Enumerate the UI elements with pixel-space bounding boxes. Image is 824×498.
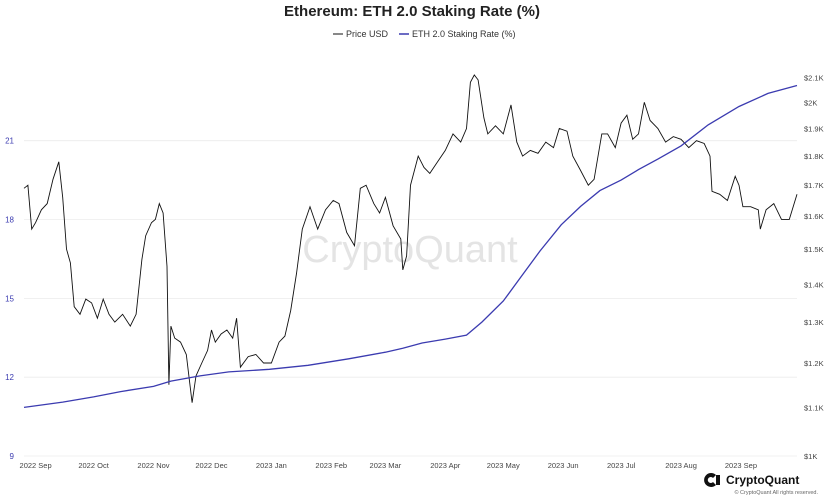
left-tick-label: 12 xyxy=(5,373,14,382)
x-tick-label: 2023 May xyxy=(487,461,520,470)
right-tick-label: $1.4K xyxy=(804,280,824,289)
x-tick-label: 2023 Jun xyxy=(548,461,579,470)
right-tick-label: $1.8K xyxy=(804,152,824,161)
x-tick-label: 2023 Mar xyxy=(370,461,402,470)
x-tick-label: 2022 Sep xyxy=(20,461,52,470)
right-axis-ticks: $1K $1.1K $1.2K $1.3K $1.4K $1.5K $1.6K $1.7K $1… xyxy=(804,73,824,461)
x-tick-label: 2022 Oct xyxy=(78,461,109,470)
x-tick-label: 2023 Feb xyxy=(315,461,347,470)
left-axis-ticks: 9 12 15 18 21 xyxy=(5,137,14,461)
right-tick-label: $2.1K xyxy=(804,73,824,82)
legend-label-price: Price USD xyxy=(346,29,389,39)
chart-title: Ethereum: ETH 2.0 Staking Rate (%) xyxy=(284,3,540,20)
right-tick-label: $1.2K xyxy=(804,359,824,368)
right-tick-label: $1.6K xyxy=(804,212,824,221)
left-tick-label: 9 xyxy=(10,452,15,461)
x-tick-label: 2022 Nov xyxy=(137,461,169,470)
right-tick-label: $1.3K xyxy=(804,318,824,327)
cryptoquant-logo-icon xyxy=(704,473,720,488)
legend: Price USD ETH 2.0 Staking Rate (%) xyxy=(333,29,516,39)
watermark: CryptoQuant xyxy=(302,229,518,271)
left-tick-label: 15 xyxy=(5,294,14,303)
right-tick-label: $2K xyxy=(804,98,817,107)
x-tick-label: 2023 Apr xyxy=(430,461,461,470)
copyright-text: © CryptoQuant All rights reserved. xyxy=(734,489,818,496)
right-tick-label: $1K xyxy=(804,452,817,461)
legend-label-staking: ETH 2.0 Staking Rate (%) xyxy=(412,29,516,39)
x-tick-label: 2022 Dec xyxy=(195,461,227,470)
right-tick-label: $1.9K xyxy=(804,124,824,133)
gridlines xyxy=(24,140,797,457)
right-tick-label: $1.1K xyxy=(804,403,824,412)
series-line-staking xyxy=(23,84,798,409)
brand-logo: CryptoQuant © CryptoQuant All rights res… xyxy=(704,473,818,496)
x-tick-label: 2023 Jul xyxy=(607,461,636,470)
x-tick-label: 2023 Sep xyxy=(725,461,757,470)
x-tick-label: 2023 Jan xyxy=(256,461,287,470)
left-tick-label: 21 xyxy=(5,137,14,146)
right-tick-label: $1.7K xyxy=(804,181,824,190)
brand-name: CryptoQuant xyxy=(726,473,799,487)
right-tick-label: $1.5K xyxy=(804,245,824,254)
left-tick-label: 18 xyxy=(5,216,14,225)
series-line-price xyxy=(23,74,798,403)
x-axis-ticks: 2022 Sep 2022 Oct 2022 Nov 2022 Dec 2023 Jan… xyxy=(20,461,757,470)
x-tick-label: 2023 Aug xyxy=(665,461,697,470)
